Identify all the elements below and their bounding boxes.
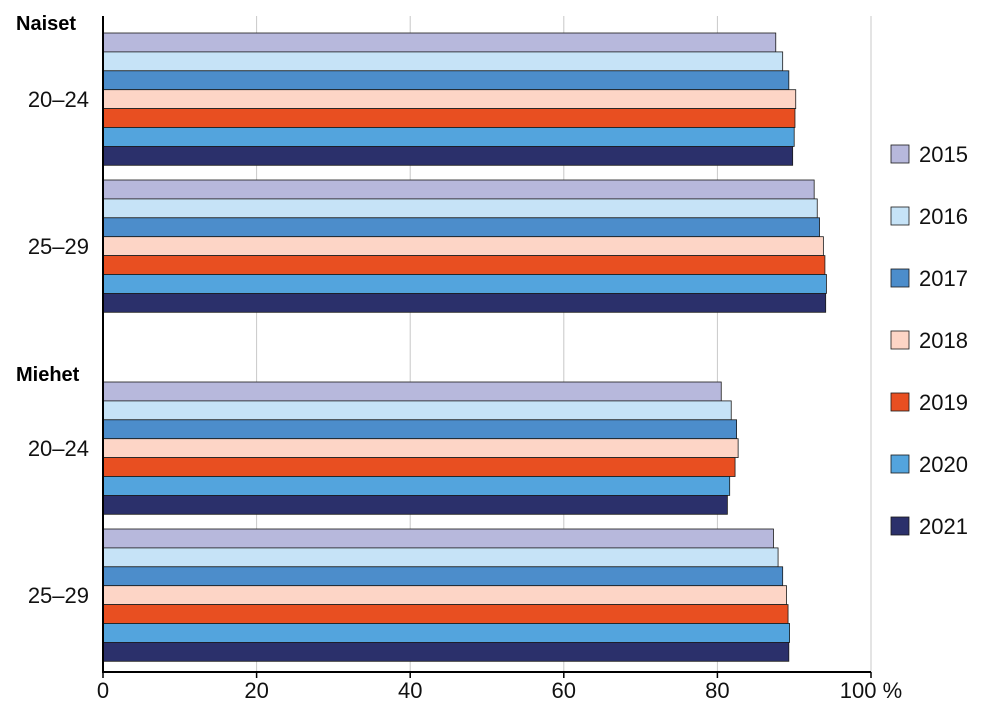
group-label: Miehet	[16, 364, 80, 386]
category-label: 20–24	[28, 436, 89, 461]
bar-2017	[102, 70, 790, 91]
x-tick-label: 0	[97, 678, 109, 701]
axes: 0 20 40 60 80 100 %	[97, 16, 902, 701]
legend-swatch-2015	[890, 144, 910, 164]
bar-2019	[102, 108, 796, 128]
legend-swatch-2021	[890, 516, 910, 536]
legend-label-2020: 2020	[919, 452, 968, 477]
legend-swatch-2017	[890, 268, 910, 288]
bar-2016	[102, 51, 784, 72]
bar-2020	[102, 127, 795, 147]
bar-2015	[102, 179, 815, 200]
x-tick-label: 40	[398, 678, 422, 701]
legend-label-2017: 2017	[919, 266, 968, 291]
legend-label-2019: 2019	[919, 390, 968, 415]
bar-2015	[102, 32, 777, 53]
legend-swatch-2020	[890, 454, 910, 474]
bar-2018	[102, 236, 824, 256]
bar-2018	[102, 585, 787, 606]
bar-2021	[102, 145, 794, 166]
bar-2015	[102, 528, 774, 549]
bars	[102, 32, 827, 662]
bar-2019	[102, 255, 826, 275]
x-tick-label: 100 %	[840, 678, 902, 701]
category-labels: Naiset Miehet 20–24 25–29 20–24 25–29	[16, 13, 89, 608]
bar-2017	[102, 566, 784, 587]
legend: 2015 2016 2017 2018 2019 2020 2021	[890, 142, 968, 539]
bar-2018	[102, 89, 797, 109]
bar-2017	[102, 419, 737, 440]
legend-swatch-2016	[890, 206, 910, 226]
bar-2016	[102, 198, 818, 219]
legend-swatch-2019	[890, 392, 910, 412]
bar-2016	[102, 400, 732, 421]
category-label: 25–29	[28, 234, 89, 259]
x-tick-label: 20	[244, 678, 268, 701]
legend-swatch-2018	[890, 330, 910, 350]
bar-2019	[102, 604, 789, 624]
bar-2020	[102, 476, 731, 496]
bar-2020	[102, 623, 790, 643]
legend-label-2015: 2015	[919, 142, 968, 167]
bar-2016	[102, 547, 779, 568]
category-label: 20–24	[28, 87, 89, 112]
bar-2018	[102, 438, 739, 459]
bar-2015	[102, 381, 722, 402]
bar-2019	[102, 457, 736, 477]
group-label: Naiset	[16, 13, 76, 35]
x-tick-label: 60	[552, 678, 576, 701]
bar-2021	[102, 292, 827, 313]
category-label: 25–29	[28, 583, 89, 608]
bar-2021	[102, 494, 728, 515]
legend-label-2021: 2021	[919, 514, 968, 539]
bar-2017	[102, 217, 820, 238]
x-tick-label: 80	[705, 678, 729, 701]
legend-label-2016: 2016	[919, 204, 968, 229]
bar-2021	[102, 642, 790, 662]
bar-2020	[102, 274, 827, 294]
legend-label-2018: 2018	[919, 328, 968, 353]
